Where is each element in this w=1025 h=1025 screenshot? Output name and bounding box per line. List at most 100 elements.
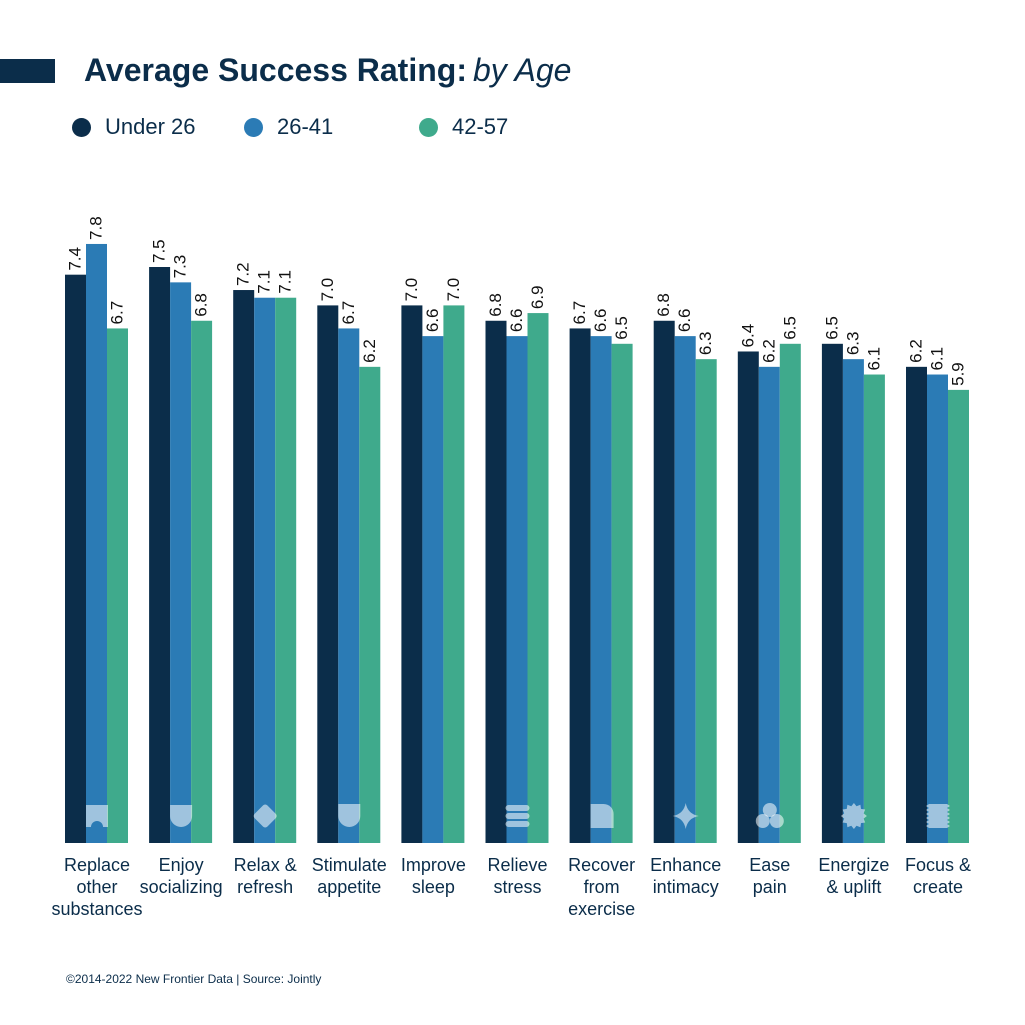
category-label: Relieve (487, 855, 547, 875)
data-label: 6.9 (528, 285, 547, 309)
bar (275, 297, 297, 844)
category-label: Replace (64, 855, 130, 875)
diamond-icon (253, 804, 277, 828)
data-label: 6.6 (507, 308, 526, 332)
category-label: appetite (317, 877, 381, 897)
bar (170, 282, 192, 843)
data-label: 7.1 (276, 270, 295, 294)
bar (107, 328, 128, 843)
data-label: 6.8 (654, 293, 673, 317)
bar (86, 243, 107, 843)
data-label: 7.2 (234, 262, 253, 286)
bar-group: 6.56.36.1 Energize& uplift (818, 316, 889, 897)
data-label: 6.7 (108, 301, 127, 325)
data-label: 7.3 (171, 255, 190, 279)
category-label: other (76, 877, 117, 897)
legend-dot-under-26 (72, 117, 91, 137)
footer-credit: ©2014-2022 New Frontier Data | Source: J… (66, 972, 322, 986)
legend-dot-42-57 (419, 117, 438, 137)
zigzag-icon (926, 804, 950, 828)
category-label: sleep (412, 877, 455, 897)
clover-icon (755, 803, 784, 828)
data-label: 6.3 (843, 332, 862, 356)
data-label: 7.4 (66, 247, 85, 271)
data-label: 6.1 (864, 347, 883, 371)
bar (569, 328, 591, 843)
bar (695, 359, 717, 843)
data-label: 6.5 (822, 316, 841, 340)
bar (758, 366, 780, 843)
data-label: 5.9 (949, 362, 968, 386)
category-label: Focus & (905, 855, 971, 875)
bar (863, 374, 885, 843)
data-label: 6.8 (192, 293, 211, 317)
legend-item-26-41: 26-41 (244, 114, 333, 140)
category-label: Enhance (650, 855, 721, 875)
bar (338, 328, 360, 843)
chart-title: Average Success Rating: by Age (84, 52, 571, 89)
bar (65, 274, 86, 843)
legend-label-26-41: 26-41 (277, 114, 334, 139)
bar (611, 343, 633, 843)
data-label: 7.0 (318, 278, 337, 302)
data-label: 6.6 (591, 308, 610, 332)
category-label: Stimulate (312, 855, 387, 875)
data-label: 6.4 (738, 324, 757, 348)
title-accent-bar (0, 59, 55, 83)
bar (191, 320, 213, 843)
category-label: Improve (401, 855, 466, 875)
data-label: 6.3 (696, 332, 715, 356)
data-label: 7.8 (87, 216, 106, 240)
rounded-square-icon (590, 804, 614, 828)
legend: Under 26 26-41 42-57 (0, 114, 1025, 144)
category-label: Ease (749, 855, 790, 875)
bar (821, 343, 843, 843)
bar (149, 267, 171, 843)
category-label: Enjoy (159, 855, 204, 875)
category-label: pain (753, 877, 787, 897)
data-label: 6.7 (339, 301, 358, 325)
data-label: 6.2 (907, 339, 926, 363)
bar (842, 359, 864, 843)
data-label: 7.5 (150, 239, 169, 263)
category-label: & uplift (826, 877, 881, 897)
drop-icon (170, 805, 193, 828)
sparkle-icon (672, 803, 699, 829)
category-label: refresh (237, 877, 293, 897)
data-label: 6.6 (675, 308, 694, 332)
bar (506, 336, 528, 843)
category-label: stress (493, 877, 541, 897)
bar (527, 313, 549, 844)
data-label: 6.7 (570, 301, 589, 325)
data-label: 6.2 (360, 339, 379, 363)
data-label: 6.2 (759, 339, 778, 363)
data-label: 7.1 (255, 270, 274, 294)
chart-title-sub: by Age (472, 52, 572, 88)
bar (779, 343, 801, 843)
bar (443, 305, 465, 843)
bar (359, 366, 381, 843)
bar (927, 374, 948, 843)
bar (948, 389, 969, 843)
legend-label-42-57: 42-57 (452, 114, 509, 139)
bar (674, 336, 696, 843)
data-label: 6.6 (423, 308, 442, 332)
data-label: 6.5 (780, 316, 799, 340)
stack-icon (505, 805, 530, 827)
category-label: intimacy (653, 877, 719, 897)
cup-icon (338, 804, 361, 828)
bar (233, 290, 255, 843)
category-label: socializing (140, 877, 223, 897)
bar (653, 320, 675, 843)
bar (485, 320, 507, 843)
chart-title-main: Average Success Rating: (84, 52, 467, 88)
category-label: substances (51, 899, 142, 919)
bar-group: 6.2 6.15.9 Focus &create (905, 339, 971, 897)
